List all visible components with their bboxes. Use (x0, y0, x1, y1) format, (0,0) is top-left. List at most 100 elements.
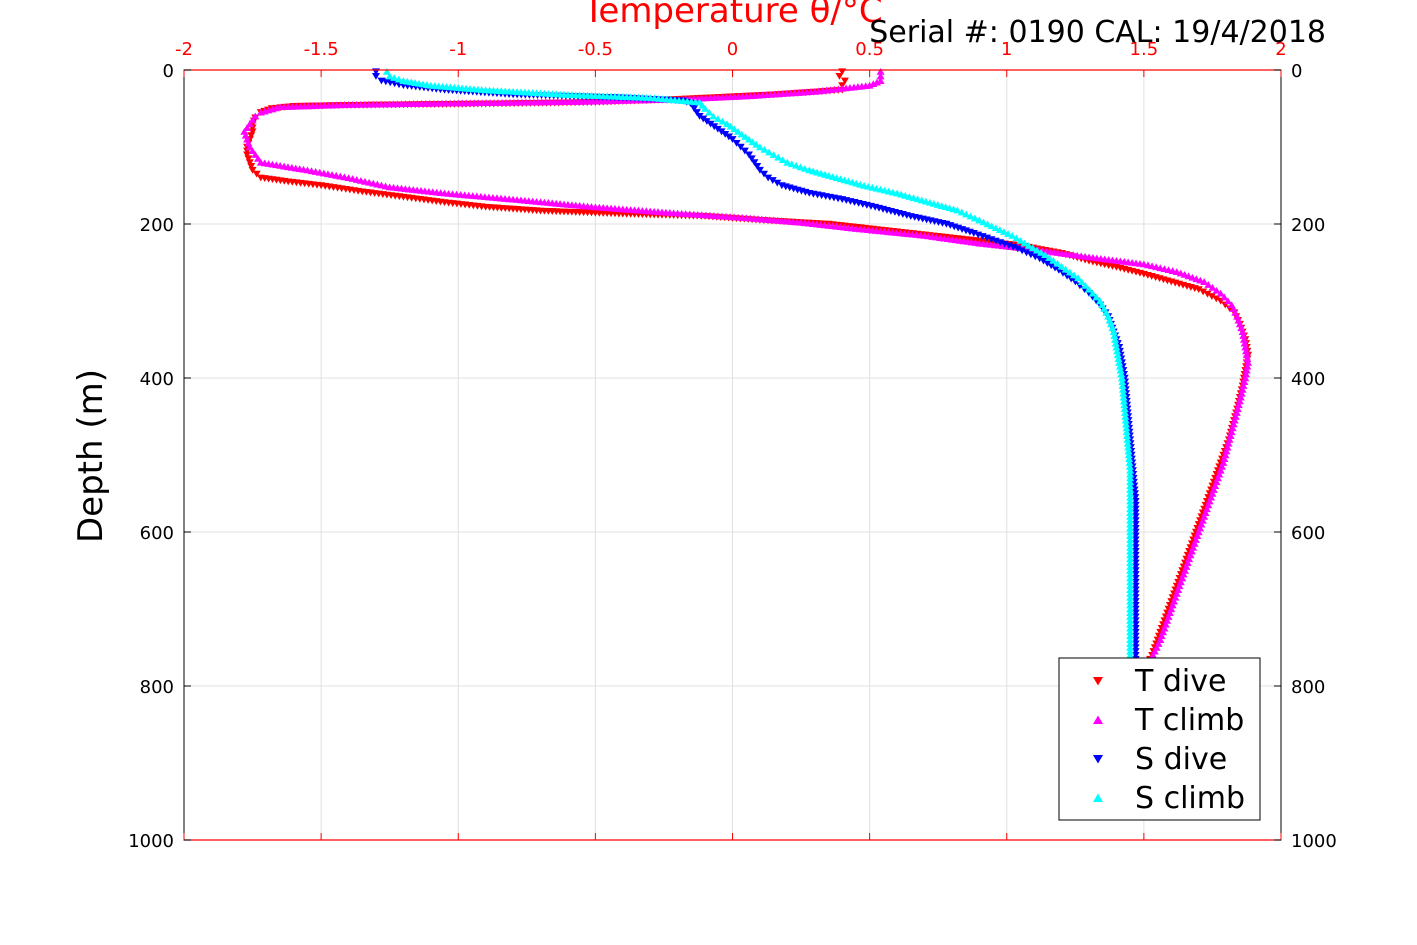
y-axis-title: Depth (m) (71, 369, 111, 543)
data-point (394, 75, 403, 83)
data-point (1124, 447, 1133, 455)
data-point (1113, 351, 1122, 359)
data-point (1124, 443, 1133, 451)
data-point (744, 135, 753, 143)
data-point (966, 212, 975, 220)
data-point (753, 163, 762, 170)
data-point (1081, 282, 1090, 289)
data-point (1203, 290, 1212, 298)
data-point (1208, 283, 1217, 291)
data-point (251, 151, 260, 158)
data-point (245, 120, 254, 128)
data-point (1242, 347, 1251, 355)
data-point (1112, 343, 1121, 351)
legend-label: S dive (1135, 742, 1227, 777)
data-point (1074, 274, 1083, 282)
data-point (1118, 382, 1127, 389)
data-point (1057, 262, 1066, 270)
data-point (1126, 605, 1135, 613)
data-point (1126, 563, 1135, 570)
data-point (1232, 409, 1241, 416)
data-point (1126, 524, 1135, 532)
data-point (1018, 247, 1027, 255)
data-point (792, 161, 801, 169)
data-point (1126, 543, 1135, 551)
data-point (1077, 278, 1086, 285)
data-point (1115, 362, 1124, 370)
data-point (730, 125, 739, 133)
data-point (1244, 359, 1253, 366)
chart-title: Serial #: 0190 CAL: 19/4/2018 (869, 15, 1326, 50)
y-tick-label-right: 800 (1291, 677, 1325, 698)
data-point (1228, 424, 1237, 432)
data-point (1123, 439, 1132, 447)
data-point (773, 179, 782, 187)
data-point (1212, 286, 1221, 294)
data-point (1016, 236, 1025, 244)
data-point (1126, 574, 1135, 582)
data-point (1226, 432, 1235, 439)
data-point (1126, 616, 1135, 624)
data-point (718, 117, 727, 125)
data-point (1126, 551, 1135, 559)
data-point (1123, 432, 1132, 439)
y-tick-label-left: 0 (163, 61, 174, 82)
data-point (774, 153, 783, 161)
data-point (876, 72, 885, 80)
data-point (724, 133, 733, 141)
y-tick-label-right: 0 (1291, 61, 1302, 82)
data-point (1047, 262, 1056, 270)
data-point (995, 226, 1004, 233)
data-point (1240, 378, 1249, 386)
data-point (760, 170, 769, 178)
data-point (737, 130, 746, 138)
data-point (1239, 382, 1248, 389)
data-point (1026, 251, 1035, 259)
data-point (1126, 590, 1135, 597)
data-point (1227, 428, 1236, 436)
data-point (1119, 397, 1128, 405)
data-point (713, 115, 722, 122)
data-point (1233, 405, 1242, 412)
data-point (1069, 271, 1078, 279)
y-tick-label-right: 200 (1291, 215, 1325, 236)
data-point (1207, 293, 1216, 300)
data-point (371, 72, 380, 80)
data-point (1120, 401, 1129, 409)
data-point (1020, 239, 1029, 247)
legend-marker (1093, 793, 1103, 802)
data-point (1239, 332, 1248, 339)
data-point (1241, 343, 1250, 351)
data-point (1115, 359, 1124, 366)
legend-marker (1093, 715, 1103, 724)
data-point (1126, 482, 1135, 489)
y-axis-ticks: 0 0 200 200 400 400 600 600 800 800 1000 1000 (128, 61, 1337, 852)
data-point (1113, 347, 1122, 355)
data-point (247, 132, 256, 140)
data-point (1114, 355, 1123, 362)
data-point (1126, 628, 1135, 636)
data-point (705, 108, 714, 116)
data-point (1126, 539, 1135, 547)
data-point (1126, 624, 1135, 632)
data-point (1123, 436, 1132, 443)
data-point (1126, 586, 1135, 593)
data-point (979, 218, 988, 226)
data-point (701, 104, 710, 112)
x-tick-label: 0 (727, 39, 738, 60)
data-point (1118, 385, 1127, 393)
data-point (710, 123, 719, 131)
legend-label: T climb (1134, 703, 1244, 738)
data-point (245, 143, 254, 151)
data-point (726, 122, 735, 130)
data-point (1126, 601, 1135, 609)
data-point (1126, 486, 1135, 493)
data-point (1126, 555, 1135, 563)
data-point (1012, 234, 1021, 242)
data-point (254, 154, 263, 162)
data-point (1126, 643, 1135, 651)
data-point (741, 133, 750, 140)
data-point (1117, 370, 1126, 378)
data-point (1242, 366, 1251, 374)
